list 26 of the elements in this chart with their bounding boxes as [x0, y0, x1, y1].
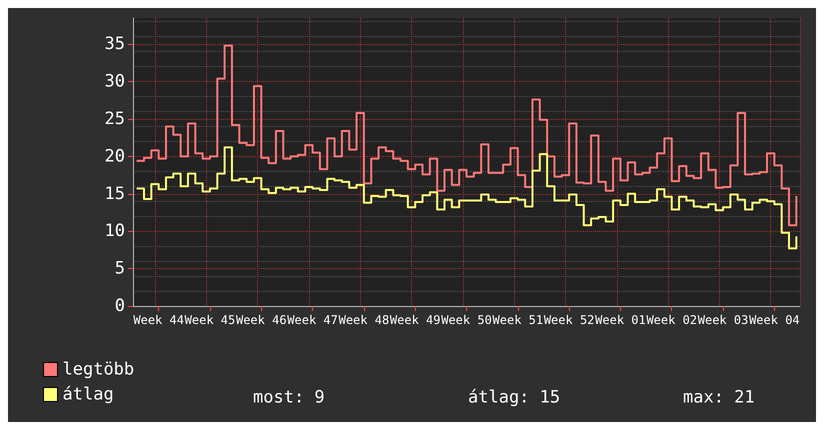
x-tick-label: Week 02	[646, 313, 698, 327]
y-tick-label: 25	[104, 108, 125, 129]
x-tick-label: Week 48	[338, 313, 390, 327]
y-tick-label: 30	[104, 72, 125, 92]
x-tick-label: Week 47	[287, 313, 338, 327]
x-tick-label: Week 52	[544, 313, 594, 327]
x-tick-label: Week 44	[133, 313, 184, 327]
y-tick-label: 10	[104, 221, 125, 242]
x-tick-label: Week 03	[698, 313, 748, 327]
legend-label: legtöbb	[62, 360, 134, 380]
x-tick-label: Week 04	[749, 313, 800, 327]
text: átlag: 15	[468, 388, 560, 408]
y-tick-label: 5	[114, 258, 125, 279]
x-tick-label: Week 51	[492, 313, 544, 327]
y-tick-label: 15	[104, 184, 125, 204]
x-tick-label: Week 45	[184, 313, 236, 327]
legend-label: átlag	[62, 384, 114, 404]
x-tick-label: Week 50	[441, 313, 492, 327]
text: most: 9	[253, 388, 325, 408]
y-tick-label: 20	[104, 146, 125, 166]
x-tick-label: Week 01	[595, 313, 646, 327]
y-tick-label: 0	[114, 296, 125, 316]
y-tick-label: 35	[104, 34, 125, 54]
x-tick-label: Week 49	[390, 313, 440, 327]
text: max: 21	[683, 388, 755, 408]
x-tick-label: Week 46	[236, 313, 287, 327]
